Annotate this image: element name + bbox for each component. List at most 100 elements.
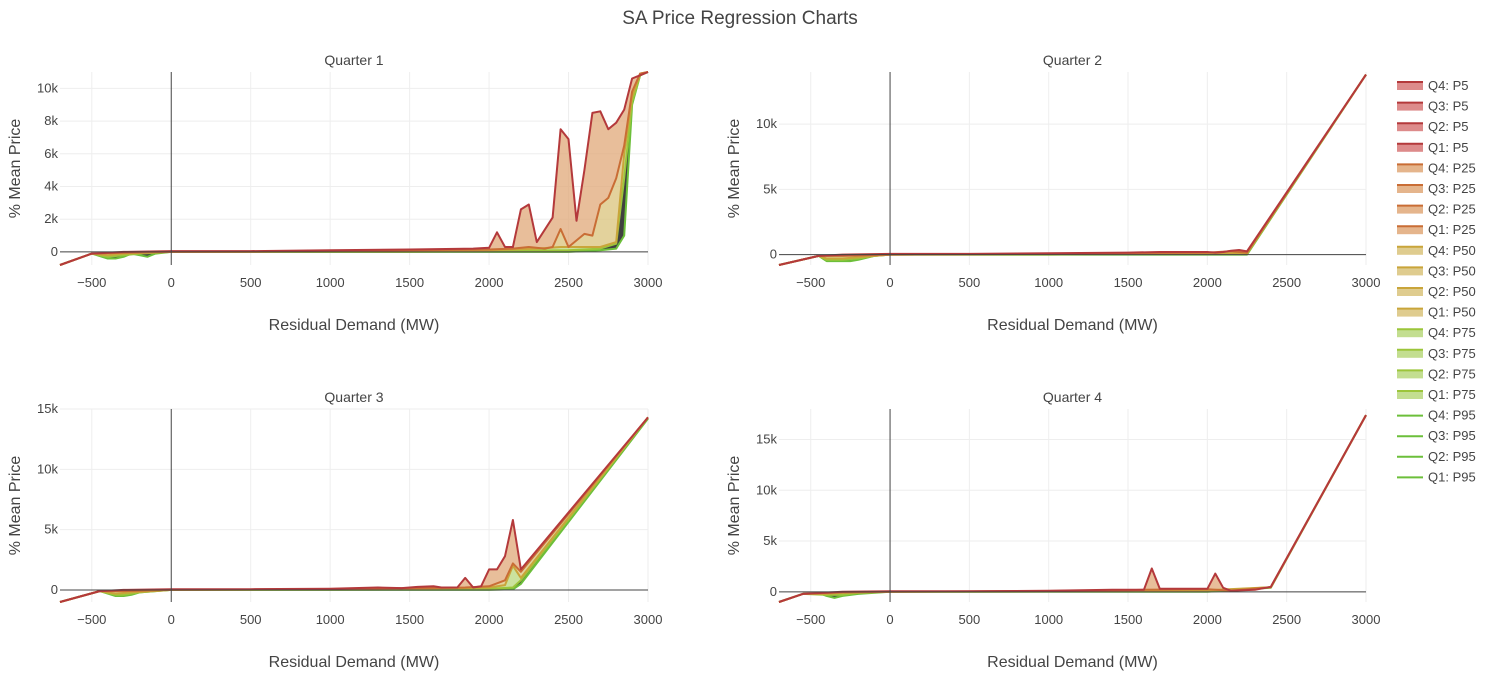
y-tick-label: 6k — [44, 146, 58, 161]
x-tick-label: 1500 — [1114, 275, 1143, 290]
legend: Q4: P5 Q3: P5 Q2: P5 Q1: P5 Q4: P25 Q3: P25 Q2… — [1397, 78, 1476, 484]
legend-label: Q1: P50 — [1428, 305, 1476, 320]
series-line-p5 — [59, 416, 649, 603]
x-tick-label: −500 — [77, 612, 106, 627]
x-tick-label: 1500 — [1114, 612, 1143, 627]
x-tick-label: 500 — [959, 275, 981, 290]
series-line-p95 — [778, 74, 1367, 266]
legend-item[interactable]: Q3: P75 — [1397, 346, 1476, 361]
y-tick-label: 5k — [44, 522, 58, 537]
legend-swatch-fill — [1397, 288, 1423, 296]
subplot-title: Quarter 2 — [1043, 52, 1102, 68]
x-tick-label: 0 — [168, 612, 175, 627]
x-axis-title: Residual Demand (MW) — [987, 317, 1158, 334]
legend-item[interactable]: Q3: P25 — [1397, 181, 1476, 196]
legend-swatch-fill — [1397, 164, 1423, 173]
x-tick-label: 2000 — [1193, 612, 1222, 627]
figure-title: SA Price Regression Charts — [622, 8, 858, 29]
legend-label: Q4: P5 — [1428, 78, 1468, 93]
legend-swatch-fill — [1397, 205, 1423, 214]
x-tick-label: 0 — [886, 275, 893, 290]
y-tick-label: 5k — [763, 181, 777, 196]
legend-item[interactable]: Q3: P5 — [1397, 99, 1468, 114]
legend-item[interactable]: Q3: P50 — [1397, 263, 1476, 278]
y-tick-label: 0 — [51, 244, 58, 259]
legend-item[interactable]: Q4: P50 — [1397, 243, 1476, 258]
legend-item[interactable]: Q4: P25 — [1397, 160, 1476, 175]
legend-item[interactable]: Q4: P5 — [1397, 78, 1468, 93]
series-line-p50 — [59, 416, 649, 603]
legend-item[interactable]: Q2: P95 — [1397, 449, 1476, 464]
legend-swatch-fill — [1397, 82, 1423, 90]
legend-item[interactable]: Q2: P75 — [1397, 366, 1476, 381]
legend-label: Q1: P75 — [1428, 387, 1476, 402]
legend-label: Q2: P95 — [1428, 449, 1476, 464]
y-tick-label: 10k — [37, 461, 58, 476]
x-tick-label: 1500 — [395, 275, 424, 290]
x-tick-label: 2000 — [475, 275, 504, 290]
x-tick-label: 1000 — [1034, 612, 1063, 627]
x-tick-label: 500 — [959, 612, 981, 627]
legend-item[interactable]: Q4: P75 — [1397, 325, 1476, 340]
x-axis-title: Residual Demand (MW) — [269, 654, 440, 671]
legend-label: Q4: P50 — [1428, 243, 1476, 258]
legend-swatch-fill — [1397, 123, 1423, 132]
x-tick-label: 1500 — [395, 612, 424, 627]
x-tick-label: −500 — [796, 612, 825, 627]
legend-label: Q2: P5 — [1428, 119, 1468, 134]
x-tick-label: −500 — [77, 275, 106, 290]
legend-label: Q2: P50 — [1428, 284, 1476, 299]
legend-swatch-fill — [1397, 185, 1423, 193]
x-tick-label: 500 — [240, 612, 262, 627]
legend-item[interactable]: Q1: P5 — [1397, 140, 1468, 155]
series-line-p5 — [778, 74, 1367, 266]
y-tick-label: 0 — [51, 582, 58, 597]
subplot-quarter-1: −500 0 500 1000 1500 2000 2500 3000 0 2k 4k 6k 8k 10k… — [7, 52, 662, 334]
legend-swatch-fill — [1397, 267, 1423, 276]
series-line-p75 — [59, 416, 649, 603]
legend-swatch-fill — [1397, 143, 1423, 152]
legend-swatch-fill — [1397, 246, 1423, 255]
legend-item[interactable]: Q2: P5 — [1397, 119, 1468, 134]
x-tick-label: 3000 — [1352, 275, 1381, 290]
legend-item[interactable]: Q3: P95 — [1397, 428, 1476, 443]
legend-item[interactable]: Q2: P25 — [1397, 202, 1476, 217]
series-line-p95 — [59, 417, 649, 603]
legend-swatch-fill — [1397, 308, 1423, 317]
y-tick-label: 10k — [756, 116, 777, 131]
legend-swatch-fill — [1397, 370, 1423, 379]
x-tick-label: 2500 — [554, 612, 583, 627]
x-tick-label: 1000 — [316, 275, 345, 290]
legend-item[interactable]: Q4: P95 — [1397, 408, 1476, 423]
y-tick-label: 4k — [44, 178, 58, 193]
legend-swatch-fill — [1397, 102, 1423, 111]
series-line-p75 — [778, 74, 1367, 266]
legend-item[interactable]: Q1: P95 — [1397, 469, 1476, 484]
legend-label: Q3: P5 — [1428, 99, 1468, 114]
legend-item[interactable]: Q1: P75 — [1397, 387, 1476, 402]
legend-item[interactable]: Q1: P25 — [1397, 222, 1476, 237]
y-tick-label: 15k — [756, 431, 777, 446]
series-line-p5 — [59, 71, 649, 266]
x-tick-label: 1000 — [316, 612, 345, 627]
legend-item[interactable]: Q1: P50 — [1397, 305, 1476, 320]
legend-label: Q3: P95 — [1428, 428, 1476, 443]
band-fill-p50 — [779, 74, 1366, 265]
y-tick-label: 0 — [770, 584, 777, 599]
y-axis-title: % Mean Price — [726, 456, 743, 556]
y-tick-label: 10k — [37, 80, 58, 95]
legend-label: Q1: P25 — [1428, 222, 1476, 237]
y-tick-label: 8k — [44, 113, 58, 128]
legend-label: Q4: P75 — [1428, 325, 1476, 340]
y-tick-label: 15k — [37, 401, 58, 416]
x-axis-title: Residual Demand (MW) — [987, 654, 1158, 671]
x-tick-label: 3000 — [1352, 612, 1381, 627]
y-tick-label: 2k — [44, 211, 58, 226]
legend-item[interactable]: Q2: P50 — [1397, 284, 1476, 299]
y-tick-label: 0 — [770, 247, 777, 262]
legend-label: Q2: P25 — [1428, 202, 1476, 217]
x-tick-label: 3000 — [634, 275, 663, 290]
legend-label: Q1: P95 — [1428, 469, 1476, 484]
band-fill-p25 — [60, 417, 648, 602]
x-tick-label: −500 — [796, 275, 825, 290]
